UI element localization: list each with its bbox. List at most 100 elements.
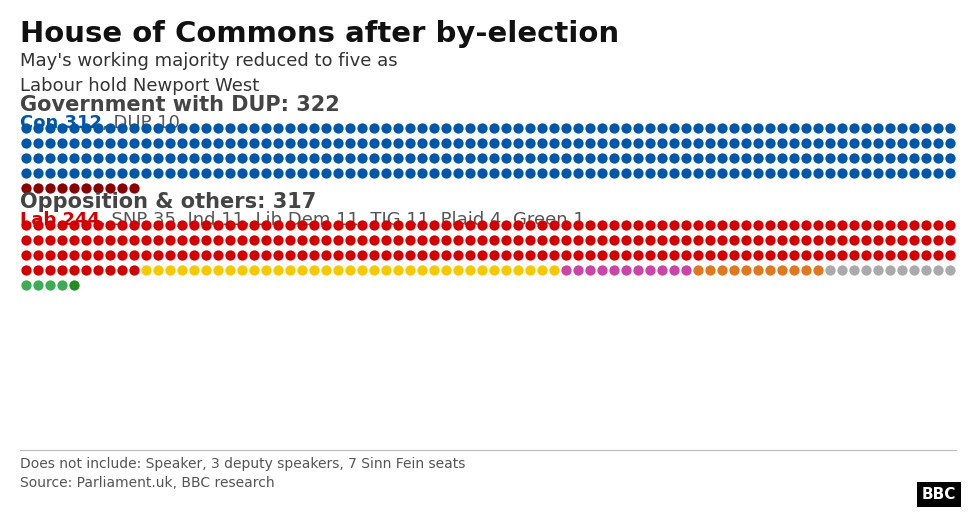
Point bbox=[390, 236, 406, 244]
Point bbox=[414, 124, 429, 132]
Point bbox=[583, 154, 598, 162]
Point bbox=[150, 139, 166, 147]
Point bbox=[42, 236, 58, 244]
Point bbox=[390, 251, 406, 259]
Point bbox=[366, 236, 382, 244]
Point bbox=[246, 221, 262, 229]
Point bbox=[594, 251, 610, 259]
Point bbox=[318, 266, 334, 274]
Point bbox=[114, 139, 130, 147]
Point bbox=[259, 266, 274, 274]
Point bbox=[402, 236, 418, 244]
Point bbox=[702, 169, 717, 177]
Point bbox=[738, 251, 753, 259]
Point bbox=[343, 124, 358, 132]
Point bbox=[594, 266, 610, 274]
Point bbox=[882, 139, 898, 147]
Point bbox=[378, 251, 393, 259]
Point bbox=[558, 266, 574, 274]
Point bbox=[427, 139, 442, 147]
Point bbox=[690, 251, 706, 259]
Point bbox=[726, 124, 742, 132]
Point bbox=[630, 266, 646, 274]
Point bbox=[654, 154, 670, 162]
Point bbox=[654, 124, 670, 132]
Point bbox=[522, 266, 538, 274]
Point bbox=[930, 124, 946, 132]
Point bbox=[642, 251, 658, 259]
Point bbox=[942, 169, 957, 177]
Point bbox=[918, 266, 934, 274]
Point bbox=[270, 266, 286, 274]
Point bbox=[234, 221, 250, 229]
Point bbox=[343, 266, 358, 274]
Point bbox=[378, 124, 393, 132]
Point bbox=[906, 124, 921, 132]
Point bbox=[558, 221, 574, 229]
Point bbox=[798, 221, 814, 229]
Point bbox=[210, 221, 225, 229]
Point bbox=[42, 251, 58, 259]
Point bbox=[30, 139, 46, 147]
Point bbox=[139, 236, 154, 244]
Point bbox=[162, 266, 178, 274]
Point bbox=[654, 266, 670, 274]
Text: Source: Parliament.uk, BBC research: Source: Parliament.uk, BBC research bbox=[20, 476, 274, 490]
Text: , SNP 35, Ind 11, Lib Dem 11, TIG 11, Plaid 4, Green 1: , SNP 35, Ind 11, Lib Dem 11, TIG 11, Pl… bbox=[100, 211, 585, 229]
Point bbox=[463, 236, 478, 244]
Point bbox=[822, 124, 837, 132]
Point bbox=[798, 266, 814, 274]
Point bbox=[918, 124, 934, 132]
Point bbox=[330, 251, 346, 259]
Point bbox=[354, 221, 370, 229]
Point bbox=[858, 124, 874, 132]
Point bbox=[126, 266, 142, 274]
Point bbox=[150, 154, 166, 162]
Point bbox=[871, 221, 886, 229]
Point bbox=[139, 251, 154, 259]
Point bbox=[510, 251, 526, 259]
Point bbox=[463, 251, 478, 259]
Point bbox=[667, 154, 682, 162]
Point bbox=[366, 251, 382, 259]
Point bbox=[378, 139, 393, 147]
Point bbox=[66, 281, 82, 289]
Point bbox=[798, 169, 814, 177]
Point bbox=[78, 266, 94, 274]
Point bbox=[114, 169, 130, 177]
Point bbox=[690, 139, 706, 147]
Point bbox=[774, 236, 790, 244]
Point bbox=[474, 266, 490, 274]
Point bbox=[55, 251, 70, 259]
Point bbox=[78, 124, 94, 132]
Point bbox=[558, 251, 574, 259]
Point bbox=[427, 236, 442, 244]
Point bbox=[19, 236, 34, 244]
Point bbox=[223, 124, 238, 132]
Point bbox=[882, 266, 898, 274]
Point bbox=[678, 266, 694, 274]
Point bbox=[114, 184, 130, 192]
Point bbox=[858, 236, 874, 244]
Point bbox=[378, 154, 393, 162]
Point bbox=[678, 139, 694, 147]
Point bbox=[402, 139, 418, 147]
Point bbox=[834, 236, 850, 244]
Point bbox=[427, 154, 442, 162]
Point bbox=[318, 124, 334, 132]
Point bbox=[198, 139, 214, 147]
Point bbox=[678, 251, 694, 259]
Point bbox=[882, 251, 898, 259]
Point bbox=[318, 221, 334, 229]
Point bbox=[642, 221, 658, 229]
Point bbox=[114, 266, 130, 274]
Point bbox=[834, 251, 850, 259]
Point bbox=[390, 266, 406, 274]
Point bbox=[330, 169, 346, 177]
Point bbox=[450, 236, 466, 244]
Point bbox=[871, 266, 886, 274]
Point bbox=[751, 124, 766, 132]
Point bbox=[822, 139, 837, 147]
Point bbox=[906, 221, 921, 229]
Point bbox=[498, 139, 513, 147]
